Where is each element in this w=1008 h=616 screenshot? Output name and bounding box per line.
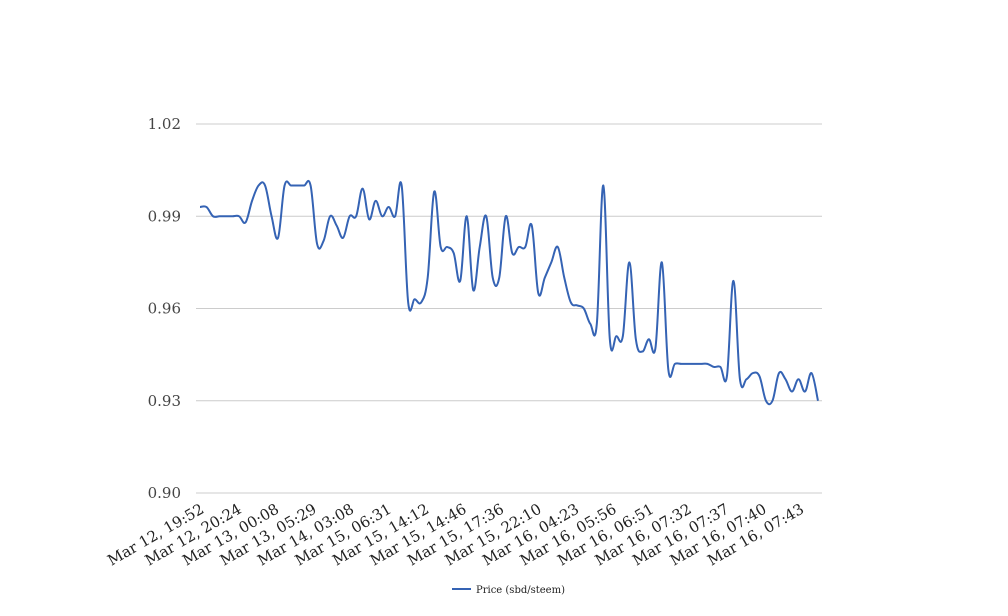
y-tick-label: 0.90 <box>148 484 181 502</box>
gridlines <box>196 123 822 494</box>
y-axis-ticks: 0.90 0.93 0.96 0.99 1.02 <box>148 115 181 502</box>
series-line-price <box>199 179 819 406</box>
legend-label: Price (sbd/steem) <box>476 585 565 596</box>
y-tick-label: 1.02 <box>148 115 181 133</box>
legend: Price (sbd/steem) <box>452 585 565 596</box>
series-layer <box>199 179 819 406</box>
y-tick-label: 0.99 <box>148 207 181 225</box>
y-tick-label: 0.96 <box>148 300 181 318</box>
y-tick-label: 0.93 <box>148 392 181 410</box>
